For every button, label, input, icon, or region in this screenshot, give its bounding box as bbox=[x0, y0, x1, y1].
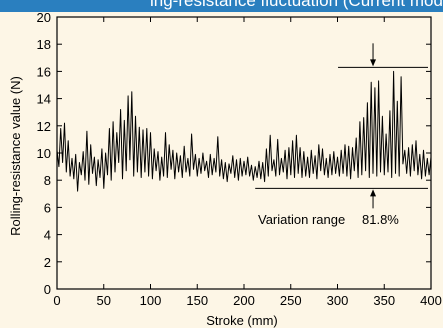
x-tick-label: 400 bbox=[420, 293, 442, 308]
x-tick-label: 50 bbox=[97, 293, 111, 308]
title-fragment: ing-resistance fluctuation (Current mode… bbox=[150, 0, 443, 10]
y-tick-label: 14 bbox=[37, 92, 51, 107]
title-band: ing-resistance fluctuation (Current mode… bbox=[0, 0, 443, 12]
y-tick-label: 18 bbox=[37, 37, 51, 52]
plot-frame bbox=[56, 16, 432, 290]
x-tick-label: 250 bbox=[280, 293, 302, 308]
x-axis-label: Stroke (mm) bbox=[206, 313, 278, 328]
y-tick-label: 20 bbox=[37, 10, 51, 25]
x-tick-label: 300 bbox=[327, 293, 349, 308]
upper-arrow-head bbox=[370, 59, 377, 67]
y-tick-label: 10 bbox=[37, 146, 51, 161]
y-tick-label: 4 bbox=[44, 228, 51, 243]
lower-arrow-head bbox=[370, 189, 377, 197]
y-tick-label: 8 bbox=[44, 173, 51, 188]
y-tick-label: 12 bbox=[37, 119, 51, 134]
annotation-label: Variation range bbox=[258, 212, 345, 227]
y-axis-label: Rolling-resistance value (N) bbox=[8, 76, 23, 236]
x-tick-label: 0 bbox=[53, 293, 60, 308]
y-tick-label: 2 bbox=[44, 255, 51, 270]
y-tick-label: 0 bbox=[44, 282, 51, 297]
y-tick-label: 16 bbox=[37, 64, 51, 79]
y-tick-label: 6 bbox=[44, 200, 51, 215]
x-tick-label: 150 bbox=[186, 293, 208, 308]
annotation-value: 81.8% bbox=[362, 212, 399, 227]
x-tick-label: 100 bbox=[140, 293, 162, 308]
x-tick-label: 200 bbox=[233, 293, 255, 308]
series-line bbox=[56, 70, 432, 192]
x-tick-label: 350 bbox=[373, 293, 395, 308]
